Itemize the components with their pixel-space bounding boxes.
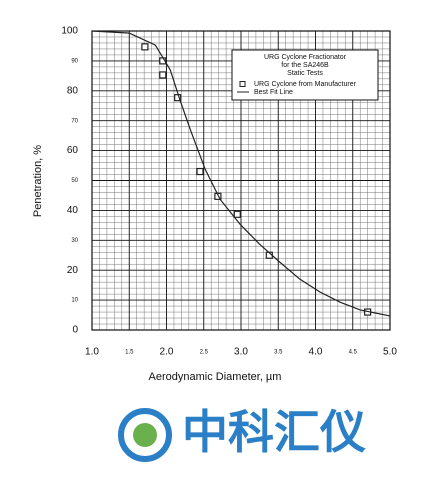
y-tick-label: 80 (67, 85, 79, 96)
logo: 中科汇仪 (118, 406, 366, 462)
y-tick-label: 10 (71, 298, 78, 304)
y-tick-label: 40 (67, 205, 79, 216)
logo-text: 中科汇仪 (182, 406, 366, 458)
legend-label: URG Cyclone from Manufacturer (254, 81, 357, 88)
legend-marker (239, 81, 246, 87)
x-tick-label: 4.5 (349, 350, 358, 356)
logo-icon-center (133, 423, 157, 447)
y-axis-label: Penetration, % (32, 145, 44, 217)
y-tick-label: 50 (71, 178, 78, 184)
data-point (233, 210, 241, 218)
x-axis-label: Aerodynamic Diameter, µm (149, 371, 282, 383)
logo-icon (118, 408, 172, 462)
x-tick-label: 3.5 (274, 350, 283, 356)
legend-label: Best Fit Line (254, 89, 293, 96)
plot-frame (91, 30, 391, 331)
x-tick-label: 2.5 (200, 350, 209, 356)
y-tick-label: 0 (72, 325, 78, 336)
legend-box (231, 49, 379, 101)
y-tick-label: 20 (67, 265, 79, 276)
legend-title: URG Cyclone Fractionator (264, 54, 347, 61)
y-tick-label: 100 (61, 26, 78, 37)
data-point (196, 167, 204, 176)
x-tick-label: 1.5 (125, 350, 134, 356)
fit-line (91, 30, 391, 317)
y-tick-label: 60 (67, 145, 79, 156)
legend-title: for the SA246B (281, 62, 329, 69)
x-tick-label: 5.0 (383, 347, 397, 358)
y-tick-label: 30 (71, 238, 78, 244)
data-point (159, 71, 167, 79)
data-point (214, 192, 222, 200)
data-point (141, 43, 149, 51)
x-tick-label: 4.0 (309, 347, 323, 358)
x-tick-label: 1.0 (85, 347, 99, 358)
x-tick-label: 3.0 (234, 347, 248, 358)
legend-title: Static Tests (287, 70, 323, 77)
y-tick-label: 70 (71, 118, 78, 124)
y-tick-label: 90 (71, 58, 78, 64)
x-tick-label: 2.0 (160, 347, 174, 358)
